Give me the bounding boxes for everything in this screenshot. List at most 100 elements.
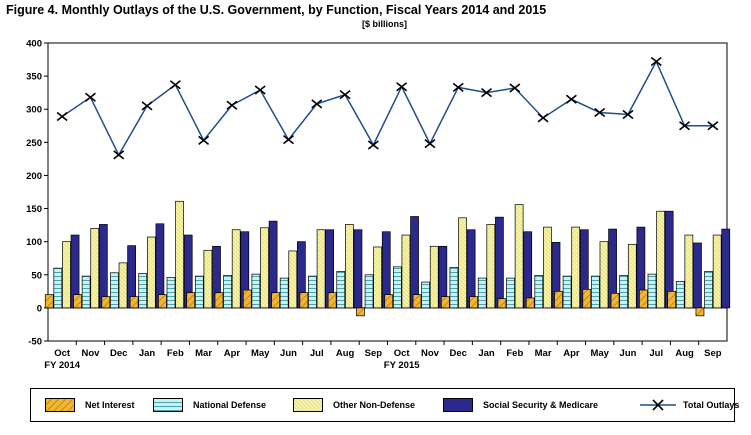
marker-stroke [509,83,521,93]
marker-stroke [282,135,294,145]
total-outlays-marker [311,99,323,109]
total-outlays-marker [565,94,577,104]
net-interest-swatch-icon [45,398,75,412]
chart-subtitle: [$ billions] [362,19,407,29]
total-outlays-marker [396,82,408,92]
x-tick-label: Jan [139,348,156,359]
total-outlays-marker [707,121,719,131]
national-defense-bar [166,277,176,309]
net-interest-bar [525,297,535,309]
marker-stroke [226,100,238,110]
net-interest-bar [356,307,365,317]
x-tick-label: Aug [675,348,694,359]
y-tick-label: 350 [26,72,42,83]
x-tick-label: Oct [394,348,411,359]
x-tick-label: Mar [195,348,212,359]
total-outlays-marker [481,88,493,98]
total-outlays-marker [56,111,68,122]
total-outlays-marker [339,90,351,100]
social-security-medicare-bar [98,224,108,309]
social-security-medicare-swatch-icon [443,398,473,412]
total-outlays-marker [226,100,238,110]
social-security-medicare-bar [466,229,476,309]
national-defense-bar [449,267,459,309]
other-non-defense-bar [203,249,213,309]
other-non-defense-bar [571,226,581,309]
net-interest-bar [186,292,196,309]
national-defense-bar [506,277,515,309]
national-defense-bar [562,275,572,309]
x-tick-label: Sep [365,348,383,359]
other-non-defense-bar [260,227,269,309]
legend-label-total-outlays: Total Outlays [683,400,740,410]
other-non-defense-bar [316,229,326,309]
y-tick-label: -50 [28,337,42,348]
x-tick-label: Nov [81,348,100,359]
marker-stroke [367,140,379,150]
legend-item-social-security-medicare: Social Security & Medicare [443,397,598,413]
national-defense-bar [675,281,685,309]
total-outlays-marker [198,135,210,145]
legend-item-total-outlays: Total Outlays [639,397,739,413]
total-outlays-marker [113,150,125,160]
net-interest-bar [497,298,507,309]
total-outlays-marker [650,56,662,67]
total-outlays-marker [282,135,294,145]
fiscal-year-label: FY 2014 [44,360,80,371]
other-non-defense-bar [599,241,609,309]
other-non-defense-bar [288,250,298,309]
net-interest-bar [158,294,167,309]
social-security-medicare-bar [410,216,419,309]
y-tick-label: 50 [31,270,42,281]
social-security-medicare-bar [495,216,504,309]
total-outlays-line-icon [640,399,676,411]
other-non-defense-bar [656,210,665,309]
other-non-defense-bar [514,204,524,309]
marker-stroke [707,121,719,131]
other-non-defense-bar [684,234,694,309]
other-non-defense-bar [429,245,439,309]
x-tick-label: May [590,348,609,359]
other-non-defense-bar [231,229,241,309]
y-tick-label: 250 [26,138,42,149]
total-outlays-marker [254,85,266,95]
national-defense-bar [81,275,91,309]
net-interest-bar [440,296,450,309]
net-interest-bar [639,289,648,309]
legend-label-national-defense: National Defense [193,400,267,410]
national-defense-bar [704,271,713,309]
national-defense-bar [591,275,600,309]
national-defense-bar [110,272,119,309]
marker-stroke [84,92,96,102]
marker-stroke [481,88,493,98]
y-tick-label: 150 [26,204,42,215]
social-security-medicare-bar [693,242,702,309]
x-tick-label: Jul [649,348,663,359]
national-defense-bar [251,273,261,309]
national-defense-swatch-icon [153,398,183,412]
marker-stroke [424,139,436,149]
x-tick-label: Mar [535,348,552,359]
other-non-defense-bar [146,236,156,309]
total-outlays-marker [84,92,96,102]
legend-item-other-non-defense: Other Non-Defense [293,397,415,413]
other-non-defense-bar [175,200,184,309]
other-non-defense-bar [62,241,71,309]
x-tick-label: Oct [54,348,71,359]
national-defense-bar [421,281,430,309]
legend-label-net-interest: Net Interest [85,400,135,410]
net-interest-bar [384,294,394,309]
x-tick-label: Dec [450,348,467,359]
x-tick-label: Feb [506,348,523,359]
social-security-medicare-bar [523,231,533,309]
marker-stroke [141,101,153,111]
other-non-defense-bar [712,234,722,309]
legend-item-net-interest: Net Interest [45,397,135,413]
other-non-defense-bar [345,224,354,309]
national-defense-bar [364,274,374,309]
other-non-defense-bar [118,262,128,309]
total-outlays-line [61,59,713,157]
total-outlays-marker [141,101,153,111]
net-interest-bar [582,288,592,309]
national-defense-bar [194,275,204,309]
